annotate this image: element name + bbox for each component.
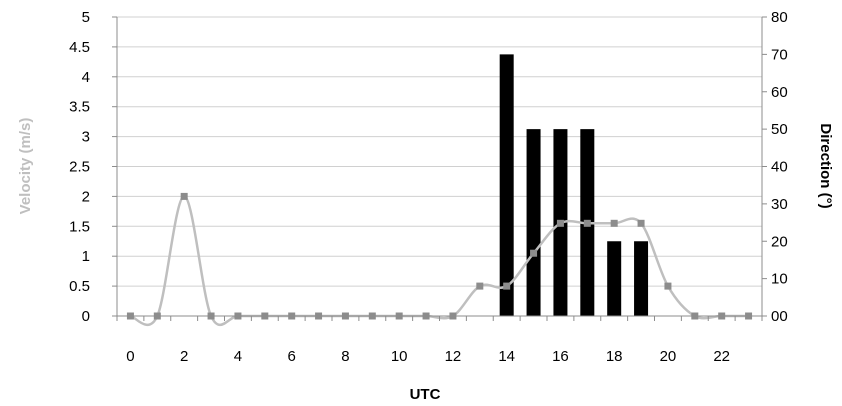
velocity-point bbox=[664, 282, 672, 290]
direction-bar bbox=[634, 241, 649, 316]
x-axis-title: UTC bbox=[410, 386, 441, 403]
right-tick-label: 30 bbox=[771, 196, 788, 213]
x-tick-label: 12 bbox=[445, 348, 462, 365]
left-tick-label: 4 bbox=[82, 69, 90, 86]
left-tick-label: 1 bbox=[82, 248, 90, 265]
right-tick-label: 10 bbox=[771, 271, 788, 288]
direction-bar bbox=[499, 54, 514, 316]
velocity-point bbox=[180, 192, 188, 200]
x-tick-label: 6 bbox=[288, 348, 296, 365]
right-tick-label: 00 bbox=[771, 308, 788, 325]
left-tick-label: 4.5 bbox=[69, 39, 90, 56]
right-axis-ticks: 00 10 20 30 40 50 60 70 80 bbox=[762, 9, 788, 325]
x-tick-label: 2 bbox=[180, 348, 188, 365]
right-tick-label: 60 bbox=[771, 84, 788, 101]
left-tick-label: 0.5 bbox=[69, 278, 90, 295]
left-tick-label: 5 bbox=[82, 9, 90, 26]
direction-bars bbox=[499, 54, 649, 316]
x-tick-label: 10 bbox=[391, 348, 408, 365]
direction-bar bbox=[526, 129, 541, 316]
x-tick-label: 16 bbox=[552, 348, 569, 365]
left-tick-label: 3 bbox=[82, 129, 90, 146]
velocity-point bbox=[556, 219, 564, 227]
left-tick-label: 0 bbox=[82, 308, 90, 325]
velocity-point bbox=[476, 282, 484, 290]
left-tick-label: 1.5 bbox=[69, 218, 90, 235]
velocity-point bbox=[637, 219, 645, 227]
left-axis-ticks: 0 0.5 1 1.5 2 2.5 3 3.5 4 4.5 5 bbox=[69, 9, 117, 325]
velocity-point bbox=[503, 282, 511, 290]
x-axis-ticks: 0 2 4 6 8 10 12 14 16 18 20 22 bbox=[116, 316, 763, 365]
right-axis-title: Direction (°) bbox=[817, 123, 834, 208]
x-tick-label: 20 bbox=[660, 348, 677, 365]
right-tick-label: 50 bbox=[771, 121, 788, 138]
velocity-line-path bbox=[129, 195, 749, 327]
left-tick-label: 3.5 bbox=[69, 99, 90, 116]
direction-bar bbox=[607, 241, 622, 316]
x-tick-label: 8 bbox=[341, 348, 349, 365]
velocity-point bbox=[530, 249, 538, 257]
x-tick-label: 22 bbox=[713, 348, 730, 365]
right-tick-label: 80 bbox=[771, 9, 788, 26]
x-tick-label: 0 bbox=[126, 348, 134, 365]
left-tick-label: 2 bbox=[82, 188, 90, 205]
right-tick-label: 70 bbox=[771, 46, 788, 63]
left-axis-title: Velocity (m/s) bbox=[17, 118, 34, 215]
velocity-point bbox=[583, 219, 591, 227]
velocity-line bbox=[126, 192, 753, 327]
right-tick-label: 40 bbox=[771, 159, 788, 176]
right-tick-label: 20 bbox=[771, 233, 788, 250]
velocity-point bbox=[610, 219, 618, 227]
left-tick-label: 2.5 bbox=[69, 159, 90, 176]
gridlines bbox=[117, 16, 762, 317]
x-tick-label: 14 bbox=[498, 348, 515, 365]
x-tick-label: 18 bbox=[606, 348, 623, 365]
x-tick-label: 4 bbox=[234, 348, 242, 365]
